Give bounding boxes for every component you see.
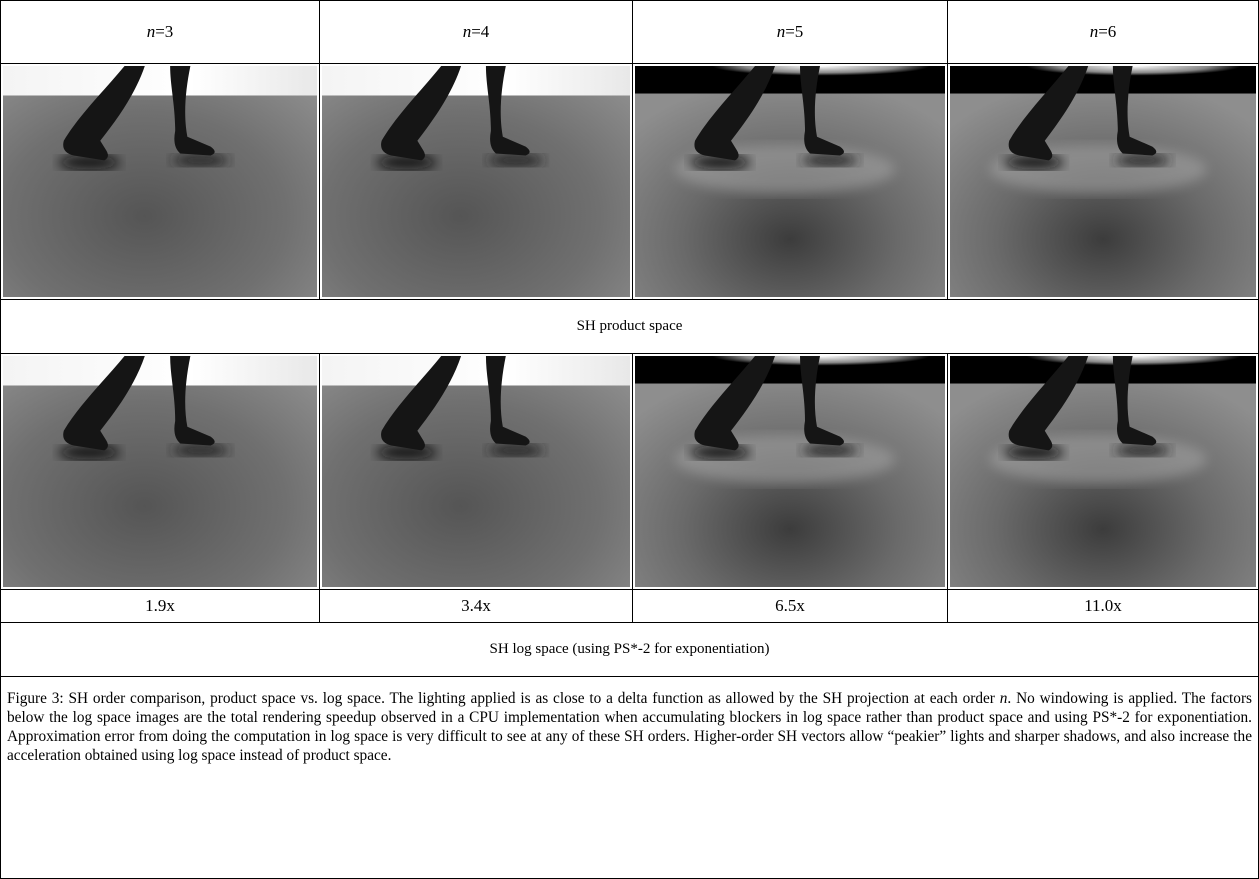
speedup: 6.5x [633, 590, 948, 623]
order-value: =6 [1098, 22, 1116, 41]
render-image [950, 66, 1256, 297]
render-image [3, 356, 317, 587]
speedup: 11.0x [948, 590, 1259, 623]
image-cell [320, 64, 633, 300]
image-cell [948, 64, 1259, 300]
row-label: SH log space (using PS*-2 for exponentia… [1, 623, 1259, 677]
caption-text: Figure 3: SH order comparison, product s… [7, 690, 1000, 707]
render-image [635, 356, 945, 587]
order-value: =3 [155, 22, 173, 41]
page: n=3 n=4 n=5 n=6 SH product space 1.9x 3.… [0, 0, 1259, 868]
order-header: n=4 [320, 1, 633, 64]
order-variable: n [147, 22, 156, 41]
render-image [3, 66, 317, 297]
image-cell [633, 64, 948, 300]
speedup: 3.4x [320, 590, 633, 623]
order-header: n=5 [633, 1, 948, 64]
image-cell [633, 354, 948, 590]
order-value: =5 [785, 22, 803, 41]
image-cell [1, 354, 320, 590]
order-variable: n [777, 22, 786, 41]
row-label: SH product space [1, 300, 1259, 354]
render-image [322, 66, 630, 297]
caption: Figure 3: SH order comparison, product s… [1, 677, 1259, 879]
render-image [635, 66, 945, 297]
order-variable: n [1090, 22, 1099, 41]
order-header: n=3 [1, 1, 320, 64]
order-value: =4 [471, 22, 489, 41]
order-header: n=6 [948, 1, 1259, 64]
speedup: 1.9x [1, 590, 320, 623]
render-image [950, 356, 1256, 587]
figure-table: n=3 n=4 n=5 n=6 SH product space 1.9x 3.… [0, 0, 1259, 879]
render-image [322, 356, 630, 587]
image-cell [948, 354, 1259, 590]
order-variable: n [463, 22, 472, 41]
image-cell [1, 64, 320, 300]
image-cell [320, 354, 633, 590]
